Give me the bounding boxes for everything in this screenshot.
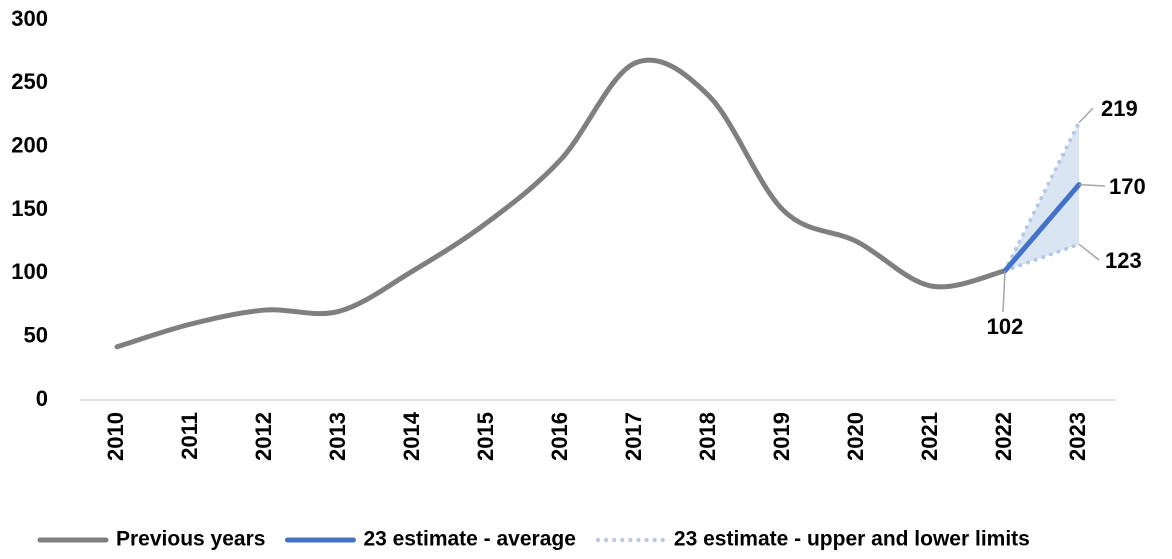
y-tick-label: 0 [36,386,48,411]
y-tick-label: 250 [11,69,48,94]
series-line [1002,182,1082,274]
x-tick-label: 2021 [917,412,942,461]
x-tick-label: 2022 [991,412,1016,461]
y-tick-label: 50 [24,322,48,347]
x-tick-label: 2014 [399,411,424,461]
leader-line [1002,270,1006,313]
data-label: 170 [1109,174,1146,199]
y-tick-label: 150 [11,196,48,221]
data-label: 219 [1101,96,1138,121]
x-tick-label: 2018 [695,412,720,461]
x-tick-label: 2023 [1065,412,1090,461]
x-tick-label: 2012 [251,412,276,461]
leader-line [1078,183,1106,187]
y-tick-label: 300 [11,6,48,31]
x-tick-label: 2020 [843,412,868,461]
legend-label: 23 estimate - average [363,528,575,551]
x-tick-label: 2011 [177,412,202,460]
data-label: 123 [1105,248,1142,273]
legend-label: Previous years [116,528,265,551]
data-label: 102 [987,314,1024,339]
x-tick-label: 2015 [473,412,498,461]
x-tick-label: 2016 [547,412,572,461]
leader-line [1078,243,1100,261]
series-line [114,57,1008,350]
series-line [1003,120,1081,273]
x-tick-label: 2010 [103,412,128,461]
leader-line [1078,107,1094,124]
legend-label: 23 estimate - upper and lower limits [674,528,1030,551]
series-line [1003,242,1081,273]
y-tick-label: 200 [11,132,48,157]
estimate-band [1005,122,1079,271]
y-tick-label: 100 [11,259,48,284]
x-tick-label: 2019 [769,412,794,461]
x-tick-label: 2017 [621,412,646,461]
x-tick-label: 2013 [325,412,350,461]
